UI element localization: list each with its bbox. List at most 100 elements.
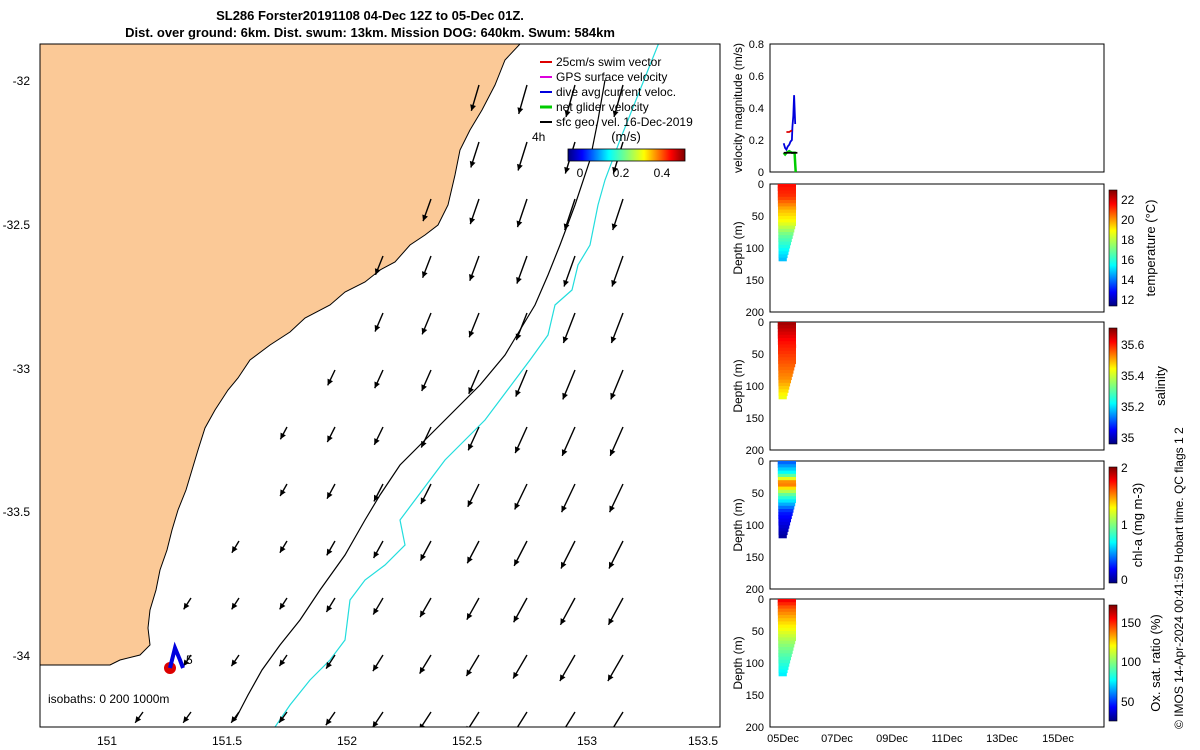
oxygen-cbar-tick: 50 <box>1121 695 1135 709</box>
heatmap-cell <box>778 209 796 214</box>
oxygen-clabel: Ox. sat. ratio (%) <box>1148 614 1163 712</box>
map-ytick-label: -32.5 <box>3 218 31 232</box>
geo-vel-arrowhead <box>373 607 379 615</box>
geo-vel-arrowhead <box>467 500 474 507</box>
geo-vel-arrowhead <box>564 166 570 174</box>
geo-vel-arrowhead <box>374 381 380 389</box>
heatmap-cell <box>777 477 796 481</box>
heatmap-cell <box>778 521 791 526</box>
heatmap-cell <box>778 650 793 654</box>
geo-vel-arrowhead <box>607 731 613 738</box>
time-tick-label: 15Dec <box>1042 733 1074 745</box>
geo-vel-arrowhead <box>326 661 332 669</box>
geo-vel-arrowhead <box>279 546 286 553</box>
time-tick-label: 05Dec <box>767 733 799 745</box>
time-tick-label: 11Dec <box>932 733 963 745</box>
heatmap-cell <box>777 341 796 345</box>
heatmap-cell <box>777 461 796 465</box>
heatmap-cell <box>778 222 796 227</box>
heatmap-cell <box>778 254 788 259</box>
legend-label-swim: 25cm/s swim vector <box>556 55 661 69</box>
geo-vel-arrowhead <box>562 392 568 400</box>
geo-vel-arrowhead <box>517 163 523 171</box>
salinity-cbar-tick: 35.4 <box>1121 369 1145 383</box>
chla-colorbar <box>1108 466 1118 584</box>
map-xtick-label: 151 <box>97 734 117 748</box>
geo-vel-arrowhead <box>373 494 380 502</box>
heatmap-cell <box>778 496 796 500</box>
credit-line: © IMOS 14-Apr-2024 00:41:59 Hobart time.… <box>1172 427 1186 729</box>
heatmap-cell <box>778 663 790 667</box>
geo-vel-arrowhead <box>562 336 569 344</box>
heatmap-cell <box>778 219 796 223</box>
heatmap-cell <box>777 328 796 333</box>
legend-label-geo: sfc geo. vel. 16-Dec-2019 <box>556 115 693 129</box>
map-frame <box>39 43 721 728</box>
geo-vel-arrowhead <box>516 276 522 284</box>
heatmap-cell <box>778 672 787 677</box>
heatmap-cell <box>778 244 791 249</box>
geo-vel-arrowhead <box>470 104 476 111</box>
oxygen-cbar-tick: 100 <box>1121 655 1141 669</box>
oxygen-ylabel: Depth (m) <box>731 636 745 689</box>
heatmap-cell <box>778 347 796 352</box>
depth-ytick: 200 <box>746 307 764 319</box>
heatmap-cell <box>777 602 796 606</box>
figure-subtitle: Dist. over ground: 6km. Dist. swum: 13km… <box>125 25 615 40</box>
depth-ytick: 200 <box>746 445 764 457</box>
velocity-series-line <box>786 129 793 133</box>
salinity-heatmap <box>777 322 797 400</box>
heatmap-cell <box>778 392 788 397</box>
geo-vel-arrowhead <box>231 659 238 667</box>
geo-vel-arrowhead <box>280 432 286 440</box>
heatmap-cell <box>778 531 788 536</box>
heatmap-cell <box>778 238 792 243</box>
geo-vel-arrowhead <box>279 659 286 667</box>
geo-vel-arrowhead <box>563 279 569 287</box>
heatmap-cell <box>778 363 796 368</box>
geo-vel-arrowhead <box>513 615 520 623</box>
velocity-ytick: 0.8 <box>749 39 764 51</box>
velocity-series-line <box>782 95 797 152</box>
heatmap-cell <box>778 637 796 642</box>
depth-ytick: 50 <box>752 211 764 223</box>
heatmap-cell <box>778 257 787 262</box>
geo-vel-arrowhead <box>468 443 474 451</box>
depth-ytick: 100 <box>746 243 764 255</box>
velocity-panel: velocity magnitude (m/s) 0 0.2 0.4 0.6 0… <box>731 39 1105 179</box>
heatmap-cell <box>778 489 796 494</box>
heatmap-cell <box>778 206 797 211</box>
depth-ytick: 200 <box>746 722 764 734</box>
oxygen-cbar-tick: 150 <box>1121 616 1141 630</box>
geo-vel-arrowhead <box>372 720 379 727</box>
heatmap-cell <box>777 193 796 198</box>
geo-vel-arrowhead <box>610 392 616 400</box>
geo-vel-arrowhead <box>421 440 427 448</box>
geo-vel-arrowhead <box>279 716 286 723</box>
geo-vel-arrowhead <box>327 378 333 386</box>
heatmap-cell <box>777 473 796 478</box>
velocity-ytick: 0.6 <box>749 71 764 83</box>
geo-vel-arrowhead <box>561 449 568 456</box>
heatmap-cell <box>778 395 787 400</box>
salinity-cbar-tick: 35 <box>1121 431 1135 445</box>
heatmap-cell <box>778 621 797 626</box>
temperature-cbar-tick: 14 <box>1121 273 1135 287</box>
temperature-cbar-tick: 16 <box>1121 253 1135 267</box>
heatmap-cell <box>777 200 796 204</box>
map-xtick-label: 151.5 <box>212 734 242 748</box>
chla-clabel: chl-a (mg m-3) <box>1130 483 1145 568</box>
map-xtick-label: 152.5 <box>452 734 482 748</box>
geo-vel-arrowhead <box>326 548 333 556</box>
geo-vel-arrowhead <box>421 327 428 335</box>
geo-vel-arrowhead <box>419 723 426 727</box>
heatmap-cell <box>778 228 795 233</box>
chla-cbar-tick: 2 <box>1121 461 1128 475</box>
heatmap-cell <box>778 235 793 239</box>
heatmap-cell <box>778 656 791 661</box>
time-tick-label: 13Dec <box>986 733 1018 745</box>
heatmap-cell <box>778 627 796 632</box>
geo-vel-arrowhead <box>516 220 523 228</box>
depth-ytick: 0 <box>758 179 764 191</box>
